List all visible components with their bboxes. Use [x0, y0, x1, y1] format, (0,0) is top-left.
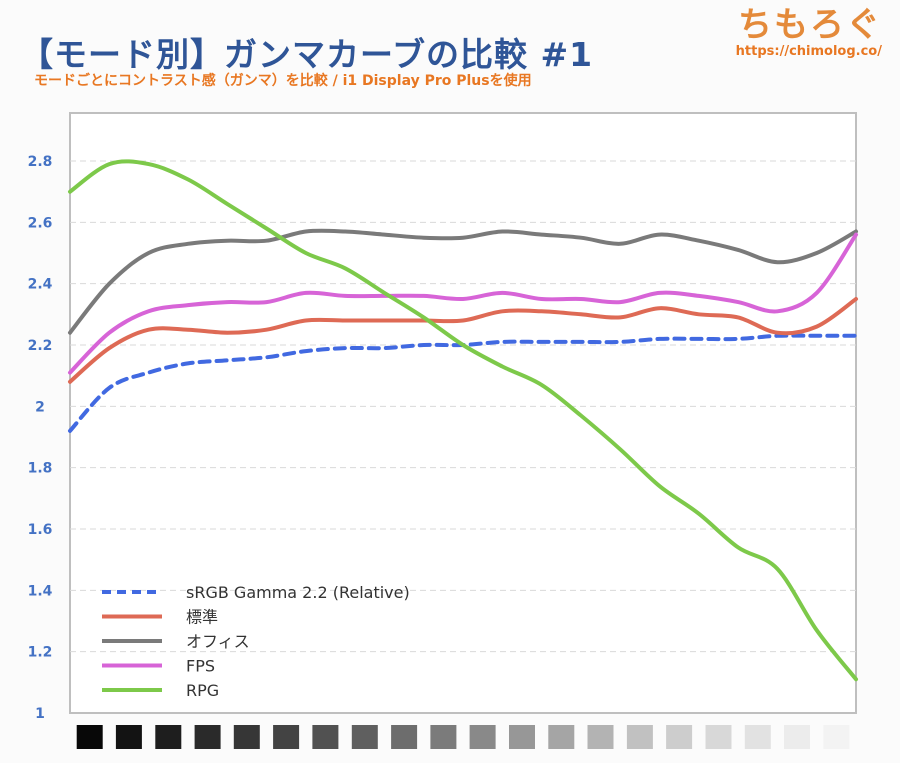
gray-step-swatch [233, 725, 260, 749]
y-tick-label: 2.4 [28, 277, 53, 293]
y-tick-label: 1 [35, 706, 45, 722]
gray-step-swatch [784, 725, 810, 749]
gray-step-swatch [273, 725, 300, 749]
gray-step-swatch [469, 725, 496, 749]
gray-step-swatch [509, 725, 535, 749]
gray-step-swatch [548, 725, 575, 749]
y-tick-label: 2.8 [28, 154, 53, 170]
logo-wordmark: ちもろぐ [738, 5, 882, 45]
gray-step-swatch [115, 725, 142, 749]
gray-step-swatch [194, 725, 221, 749]
series-line-4 [68, 159, 858, 682]
gray-step-swatch [823, 725, 850, 749]
y-tick-label: 1.2 [28, 645, 53, 661]
gray-step-swatch [744, 725, 771, 749]
series-line-1 [68, 297, 858, 384]
y-tick-label: 1.4 [28, 583, 53, 599]
gray-step-swatch [391, 725, 418, 749]
gray-step-swatch [666, 725, 693, 749]
legend-label-1: 標準 [186, 608, 218, 627]
series-line-2 [68, 228, 858, 335]
gray-step-swatch [587, 725, 614, 749]
y-tick-label: 1.6 [28, 522, 53, 538]
site-logo[interactable]: ちもろぐ https://chimolog.co/ [736, 6, 882, 60]
y-tick-label: 2 [35, 399, 45, 415]
gray-step-swatch [155, 725, 182, 749]
y-tick-label: 1.8 [28, 461, 53, 477]
gray-step-swatch [705, 725, 732, 749]
gray-step-swatch [76, 725, 103, 749]
logo-url: https://chimolog.co/ [735, 44, 882, 59]
page-subtitle: モードごとにコントラスト感（ガンマ）を比較 / i1 Display Pro P… [34, 73, 532, 89]
series-line-3 [68, 232, 858, 375]
legend-label-2: オフィス [186, 632, 250, 651]
gray-step-swatch [351, 725, 378, 749]
gray-step-swatch [626, 725, 653, 749]
y-tick-label: 2.6 [28, 215, 53, 231]
gray-step-swatch [430, 725, 457, 749]
legend-label-4: RPG [186, 681, 219, 700]
page-title: 【モード別】ガンマカーブの比較 #1 [20, 35, 594, 74]
gray-step-swatch [312, 725, 339, 749]
y-tick-label: 2.2 [28, 338, 53, 354]
legend-label-0: sRGB Gamma 2.2 (Relative) [186, 583, 410, 602]
plot-area [69, 112, 857, 714]
legend-label-3: FPS [186, 657, 215, 676]
